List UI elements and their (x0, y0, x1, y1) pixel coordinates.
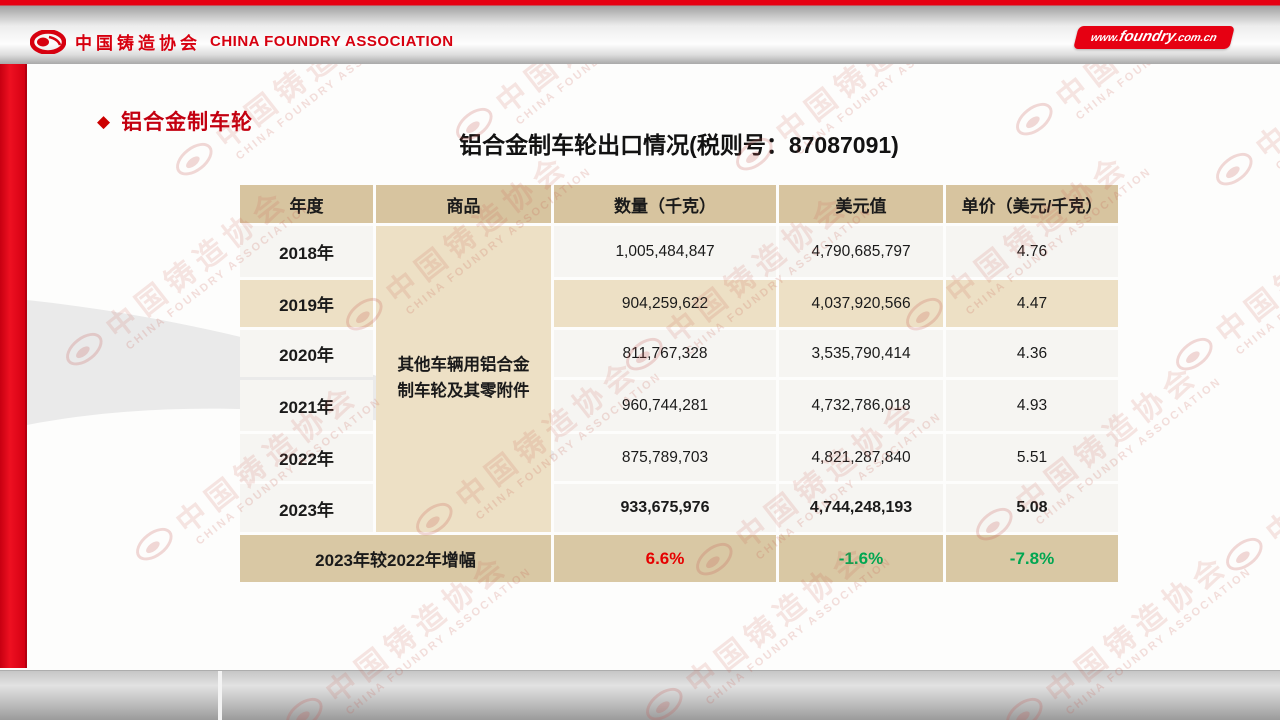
quantity-2018: 1,005,484,847 (554, 226, 776, 277)
quantity-2020: 811,767,328 (554, 330, 776, 377)
growth-label: 2023年较2022年增幅 (240, 535, 551, 582)
price-2022: 5.51 (946, 434, 1118, 481)
footer-band (0, 670, 1280, 720)
website-badge-name: foundry (1117, 28, 1178, 45)
footer-divider (218, 671, 222, 720)
year-cell-2022: 2022年 (240, 434, 373, 481)
quantity-2022: 875,789,703 (554, 434, 776, 481)
usd-2018: 4,790,685,797 (779, 226, 943, 277)
top-header-bar: 中国铸造协会 CHINA FOUNDRY ASSOCIATION www. fou… (0, 0, 1280, 64)
price-2018: 4.76 (946, 226, 1118, 277)
logo-text-en: CHINA FOUNDRY ASSOCIATION (210, 33, 454, 50)
product-name-cell: 其他车辆用铝合金制车轮及其零附件 (376, 226, 551, 532)
section-title-text: 铝合金制车轮 (121, 111, 254, 134)
table-title: 铝合金制车轮出口情况(税则号：87087091) (459, 132, 899, 158)
year-cell-2019: 2019年 (240, 280, 373, 327)
logo-text-cn: 中国铸造协会 (75, 34, 201, 53)
usd-2019: 4,037,920,566 (779, 280, 943, 327)
year-cell-2018: 2018年 (240, 226, 373, 277)
usd-2022: 4,821,287,840 (779, 434, 943, 481)
website-badge-www: www. (1089, 32, 1121, 44)
diamond-bullet-icon: ◆ (97, 111, 111, 131)
year-cell-2021: 2021年 (240, 380, 373, 431)
website-badge: www. foundry .com.cn (1073, 26, 1235, 49)
growth-unit-price: -7.8% (946, 535, 1118, 582)
section-title: ◆ 铝合金制车轮 (97, 106, 253, 136)
year-cell-2023: 2023年 (240, 484, 373, 532)
usd-2023: 4,744,248,193 (779, 484, 943, 532)
price-2023: 5.08 (946, 484, 1118, 532)
export-table: 年度 商品 数量（千克） 美元值 单价（美元/千克） 2018年 2019年 2… (240, 185, 1118, 582)
association-logo: 中国铸造协会 CHINA FOUNDRY ASSOCIATION (30, 29, 454, 54)
usd-2020: 3,535,790,414 (779, 330, 943, 377)
col-header-product: 商品 (376, 185, 551, 223)
growth-quantity: 6.6% (554, 535, 776, 582)
col-header-quantity: 数量（千克） (554, 185, 776, 223)
price-2021: 4.93 (946, 380, 1118, 431)
col-header-usd: 美元值 (779, 185, 943, 223)
quantity-2021: 960,744,281 (554, 380, 776, 431)
col-header-year: 年度 (240, 185, 373, 223)
website-badge-tld: .com.cn (1173, 32, 1219, 44)
left-accent-bar (0, 64, 27, 668)
col-header-unit-price: 单价（美元/千克） (946, 185, 1118, 223)
quantity-2023: 933,675,976 (554, 484, 776, 532)
price-2019: 4.47 (946, 280, 1118, 327)
cfa-logo-icon (30, 29, 66, 54)
year-cell-2020: 2020年 (240, 330, 373, 377)
growth-usd: -1.6% (779, 535, 943, 582)
quantity-2019: 904,259,622 (554, 280, 776, 327)
usd-2021: 4,732,786,018 (779, 380, 943, 431)
price-2020: 4.36 (946, 330, 1118, 377)
